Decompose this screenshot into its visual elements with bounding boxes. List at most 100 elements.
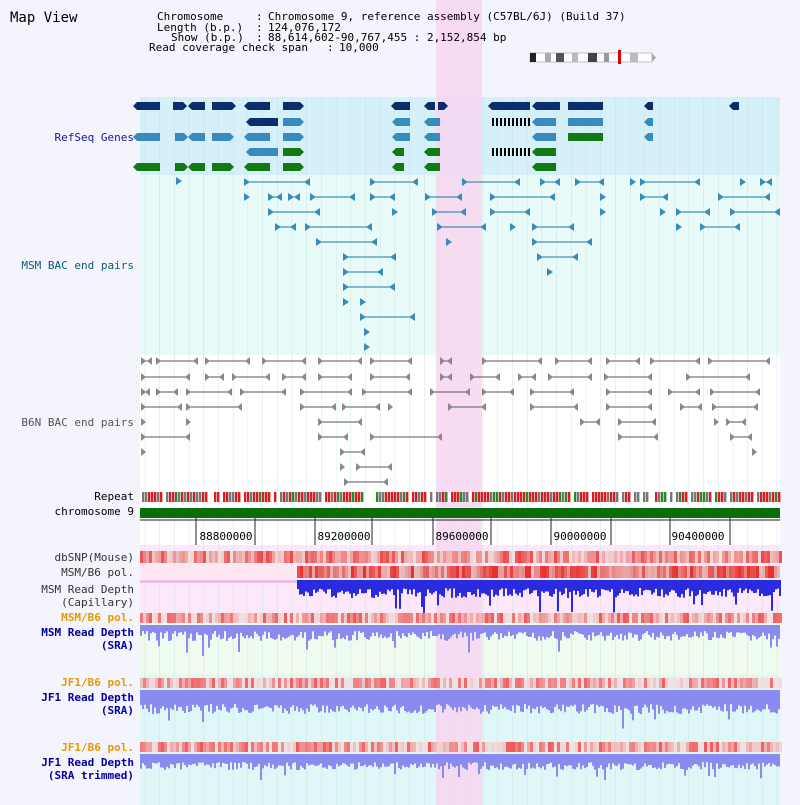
heat-cell — [368, 678, 371, 688]
gene-feature[interactable] — [396, 133, 410, 141]
gene-feature[interactable] — [492, 102, 530, 110]
repeat-segment — [364, 492, 367, 502]
gene-feature[interactable] — [192, 163, 205, 171]
gene-feature[interactable] — [568, 118, 603, 126]
gene-feature[interactable] — [248, 133, 270, 141]
gene-feature[interactable] — [248, 163, 270, 171]
gene-feature[interactable] — [173, 102, 183, 110]
gene-feature[interactable] — [648, 133, 653, 141]
depth-bar — [596, 625, 598, 636]
gene-feature[interactable] — [428, 118, 440, 126]
heat-cell — [701, 613, 704, 623]
heat-cell — [677, 742, 680, 752]
depth-bar — [548, 690, 550, 711]
selected-region-highlight[interactable] — [436, 0, 482, 805]
depth-bar — [344, 754, 346, 764]
gene-feature[interactable] — [536, 118, 556, 126]
bac-end — [531, 373, 536, 381]
depth-bar — [266, 625, 268, 639]
gene-feature[interactable] — [648, 102, 653, 110]
gene-feature[interactable] — [248, 102, 270, 110]
heat-cell — [660, 566, 663, 578]
heat-cell — [596, 551, 599, 563]
gene-feature[interactable] — [428, 163, 440, 171]
b6n-bac-track[interactable] — [141, 357, 770, 486]
heat-tracks[interactable] — [140, 551, 782, 752]
gene-feature[interactable] — [192, 102, 205, 110]
chromosome-ideogram[interactable] — [529, 50, 656, 64]
heat-cell — [381, 566, 384, 578]
gene-feature[interactable] — [395, 102, 410, 110]
depth-bar — [538, 690, 540, 714]
heat-cell — [542, 613, 545, 623]
heat-cell — [563, 742, 566, 752]
gene-feature[interactable] — [536, 148, 556, 156]
heat-cell — [747, 566, 750, 578]
repeat-segment — [217, 492, 220, 502]
gene-feature[interactable] — [175, 133, 184, 141]
chromosome-bar[interactable] — [140, 508, 780, 518]
heat-cell — [488, 613, 491, 623]
depth-bar — [480, 690, 482, 714]
depth-bar — [280, 690, 282, 706]
gene-feature[interactable] — [175, 163, 184, 171]
repeat-track[interactable] — [142, 492, 781, 502]
gene-feature[interactable] — [212, 163, 230, 171]
depth-bar — [222, 625, 224, 639]
gene-feature[interactable] — [396, 163, 404, 171]
gene-feature[interactable] — [536, 102, 560, 110]
refseq-genes-track[interactable] — [133, 102, 739, 171]
gene-feature[interactable] — [283, 102, 300, 110]
msm-bac-track[interactable] — [176, 177, 780, 351]
gene-feature[interactable] — [428, 148, 440, 156]
gene-feature[interactable] — [137, 102, 160, 110]
heat-cell — [386, 613, 389, 623]
gene-feature[interactable] — [192, 133, 205, 141]
gene-feature[interactable] — [733, 102, 739, 110]
gene-feature[interactable] — [568, 133, 603, 141]
depth-bar — [346, 625, 348, 636]
depth-bar — [514, 690, 516, 713]
gene-feature[interactable] — [438, 102, 444, 110]
gene-feature[interactable] — [250, 118, 278, 126]
repeat-segment — [709, 492, 712, 502]
ideogram-band — [545, 53, 551, 62]
gene-feature[interactable] — [283, 133, 300, 141]
gene-feature[interactable] — [283, 148, 300, 156]
depth-bar — [436, 690, 438, 705]
gene-feature[interactable] — [536, 133, 556, 141]
heat-cell — [164, 613, 167, 623]
gene-feature[interactable] — [396, 118, 410, 126]
heat-cell — [218, 551, 221, 563]
gene-feature[interactable] — [568, 102, 603, 110]
depth-bar — [182, 625, 184, 635]
gene-feature[interactable] — [250, 148, 278, 156]
depth-bar — [586, 690, 588, 710]
depth-bar — [292, 690, 294, 706]
gene-feature[interactable] — [283, 163, 300, 171]
heat-cell — [509, 551, 512, 563]
depth-bar — [692, 625, 694, 637]
gene-feature[interactable] — [648, 118, 653, 126]
gene-feature[interactable] — [428, 102, 435, 110]
gene-feature[interactable] — [137, 133, 160, 141]
depth-bar — [636, 754, 638, 770]
gene-feature[interactable] — [536, 163, 556, 171]
depth-bar — [770, 625, 772, 648]
gene-feature[interactable] — [283, 118, 300, 126]
repeat-segment — [562, 492, 565, 502]
depth-bar — [646, 625, 648, 632]
depth-tracks[interactable] — [140, 580, 781, 781]
gene-feature[interactable] — [212, 102, 232, 110]
heat-cell — [371, 613, 374, 623]
depth-bar — [166, 754, 168, 767]
gene-feature[interactable] — [212, 133, 230, 141]
gene-feature[interactable] — [137, 163, 160, 171]
depth-bar — [700, 690, 702, 714]
gene-feature[interactable] — [396, 148, 404, 156]
heat-cell — [188, 742, 191, 752]
gene-feature[interactable] — [428, 133, 440, 141]
heat-cell — [500, 613, 503, 623]
